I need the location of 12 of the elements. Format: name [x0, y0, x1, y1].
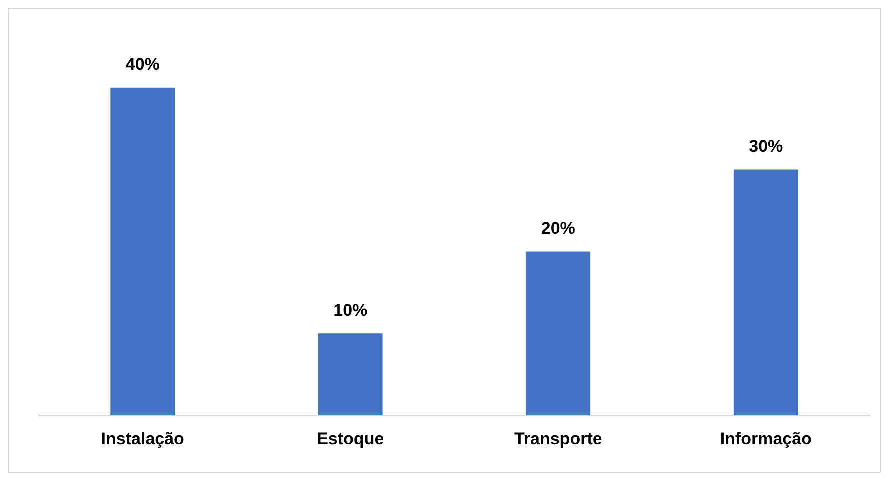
data-label: 40%	[126, 55, 160, 74]
x-tick-label: Transporte	[514, 429, 602, 448]
x-tick-label: Estoque	[317, 429, 384, 448]
data-label: 30%	[749, 136, 784, 156]
data-label: 20%	[541, 218, 576, 238]
bar	[526, 252, 591, 416]
bar	[318, 334, 383, 416]
bar	[110, 88, 176, 416]
bar	[734, 170, 798, 416]
x-tick-label: Informação	[720, 429, 812, 448]
x-tick-label: Instalação	[101, 429, 184, 448]
data-label: 10%	[334, 300, 368, 320]
